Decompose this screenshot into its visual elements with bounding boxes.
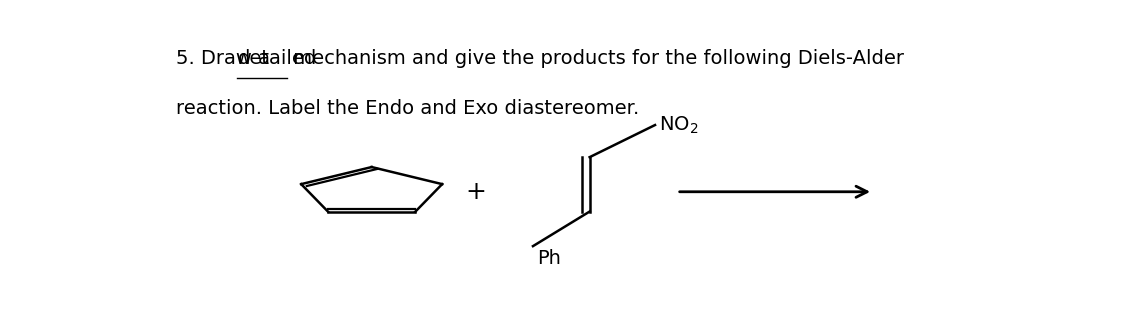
Text: +: + xyxy=(466,180,487,204)
Text: Ph: Ph xyxy=(538,249,561,268)
Text: detailed: detailed xyxy=(237,49,316,68)
Text: NO$_2$: NO$_2$ xyxy=(659,114,699,136)
Text: reaction. Label the Endo and Exo diastereomer.: reaction. Label the Endo and Exo diaster… xyxy=(176,99,639,117)
Text: mechanism and give the products for the following Diels-Alder: mechanism and give the products for the … xyxy=(287,49,903,68)
Text: 5. Draw a: 5. Draw a xyxy=(176,49,276,68)
